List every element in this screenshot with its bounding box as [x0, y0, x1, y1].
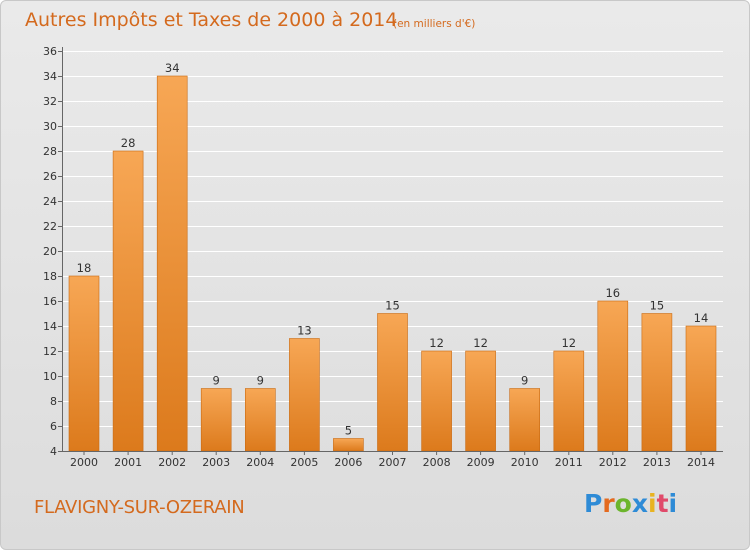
- bar-value-label: 16: [605, 286, 620, 300]
- bar-value-label: 5: [345, 424, 352, 438]
- bar-value-label: 13: [297, 324, 312, 338]
- axes: [58, 47, 723, 455]
- y-tick-label: 24: [43, 195, 57, 208]
- bar-value-label: 15: [385, 299, 400, 313]
- bar-2004: [245, 388, 276, 452]
- bar-value-label: 28: [121, 136, 136, 150]
- bar-2011: [553, 350, 585, 452]
- x-tick-label: 2007: [379, 456, 407, 469]
- y-tick-label: 26: [43, 170, 57, 183]
- y-tick-label: 34: [43, 70, 57, 83]
- x-tick-label: 2014: [687, 456, 715, 469]
- proxiti-logo[interactable]: Proxiti: [584, 489, 677, 518]
- bar-value-label: 15: [650, 299, 665, 313]
- bar-value-label: 14: [694, 311, 709, 325]
- y-tick-label: 32: [43, 95, 57, 108]
- y-tick-label: 4: [50, 445, 57, 458]
- y-tick-label: 8: [50, 395, 57, 408]
- y-tick-label: 18: [43, 270, 57, 283]
- logo-letter: t: [656, 489, 669, 518]
- logo-letter: P: [584, 489, 603, 518]
- x-tick-label: 2002: [158, 456, 186, 469]
- bar-value-label: 9: [257, 374, 264, 388]
- bar-value-label: 12: [473, 336, 488, 350]
- commune-name: FLAVIGNY-SUR-OZERAIN: [34, 497, 245, 518]
- bar-value-label: 12: [429, 336, 444, 350]
- y-tick-label: 6: [50, 420, 57, 433]
- bar-2014: [685, 325, 717, 452]
- bar-2005: [289, 338, 320, 452]
- y-tick-label: 12: [43, 345, 57, 358]
- bars: [68, 75, 717, 452]
- bar-2008: [421, 350, 452, 452]
- x-tick-label: 2011: [555, 456, 583, 469]
- bar-2001: [112, 150, 144, 452]
- y-tick-label: 22: [43, 220, 57, 233]
- bar-value-label: 12: [561, 336, 576, 350]
- x-tick-label: 2008: [423, 456, 451, 469]
- x-tick-label: 2003: [202, 456, 230, 469]
- x-tick-label: 2001: [114, 456, 142, 469]
- bar-2002: [156, 75, 188, 452]
- logo-letter: x: [631, 489, 648, 518]
- y-tick-label: 14: [43, 320, 57, 333]
- bar-2000: [68, 275, 100, 452]
- bar-2007: [377, 313, 408, 452]
- bar-2003: [200, 388, 232, 452]
- x-tick-label: 2010: [511, 456, 539, 469]
- bar-2006: [333, 438, 364, 452]
- x-tick-label: 2013: [643, 456, 671, 469]
- x-tick-label: 2005: [290, 456, 318, 469]
- x-tick-label: 2004: [246, 456, 274, 469]
- x-tick-label: 2000: [70, 456, 98, 469]
- y-tick-label: 36: [43, 45, 57, 58]
- logo-letter: o: [614, 489, 632, 518]
- chart-subtitle: (en milliers d'€): [393, 18, 476, 30]
- bar-value-label: 9: [521, 374, 528, 388]
- logo-letter: i: [668, 489, 678, 518]
- bar-value-label: 9: [213, 374, 220, 388]
- y-tick-label: 30: [43, 120, 57, 133]
- bar-value-label: 18: [77, 261, 92, 275]
- labels: 4 6 8 10 12 14 16 18 20 22 24 26 28 30 32 34 36 18 2000 28 2…: [43, 45, 715, 469]
- y-tick-label: 10: [43, 370, 57, 383]
- x-tick-label: 2009: [467, 456, 495, 469]
- bar-2009: [465, 350, 496, 452]
- bar-2012: [597, 300, 629, 452]
- x-tick-label: 2006: [334, 456, 362, 469]
- bar-value-label: 34: [165, 61, 180, 75]
- logo-letter: i: [648, 489, 657, 518]
- chart-title: Autres Impôts et Taxes de 2000 à 2014: [25, 9, 398, 31]
- y-tick-label: 28: [43, 145, 57, 158]
- x-tick-label: 2012: [599, 456, 627, 469]
- bar-2013: [641, 313, 673, 452]
- logo-letter: r: [602, 489, 615, 518]
- y-tick-label: 20: [43, 245, 57, 258]
- y-tick-label: 16: [43, 295, 57, 308]
- bar-2010: [509, 388, 541, 452]
